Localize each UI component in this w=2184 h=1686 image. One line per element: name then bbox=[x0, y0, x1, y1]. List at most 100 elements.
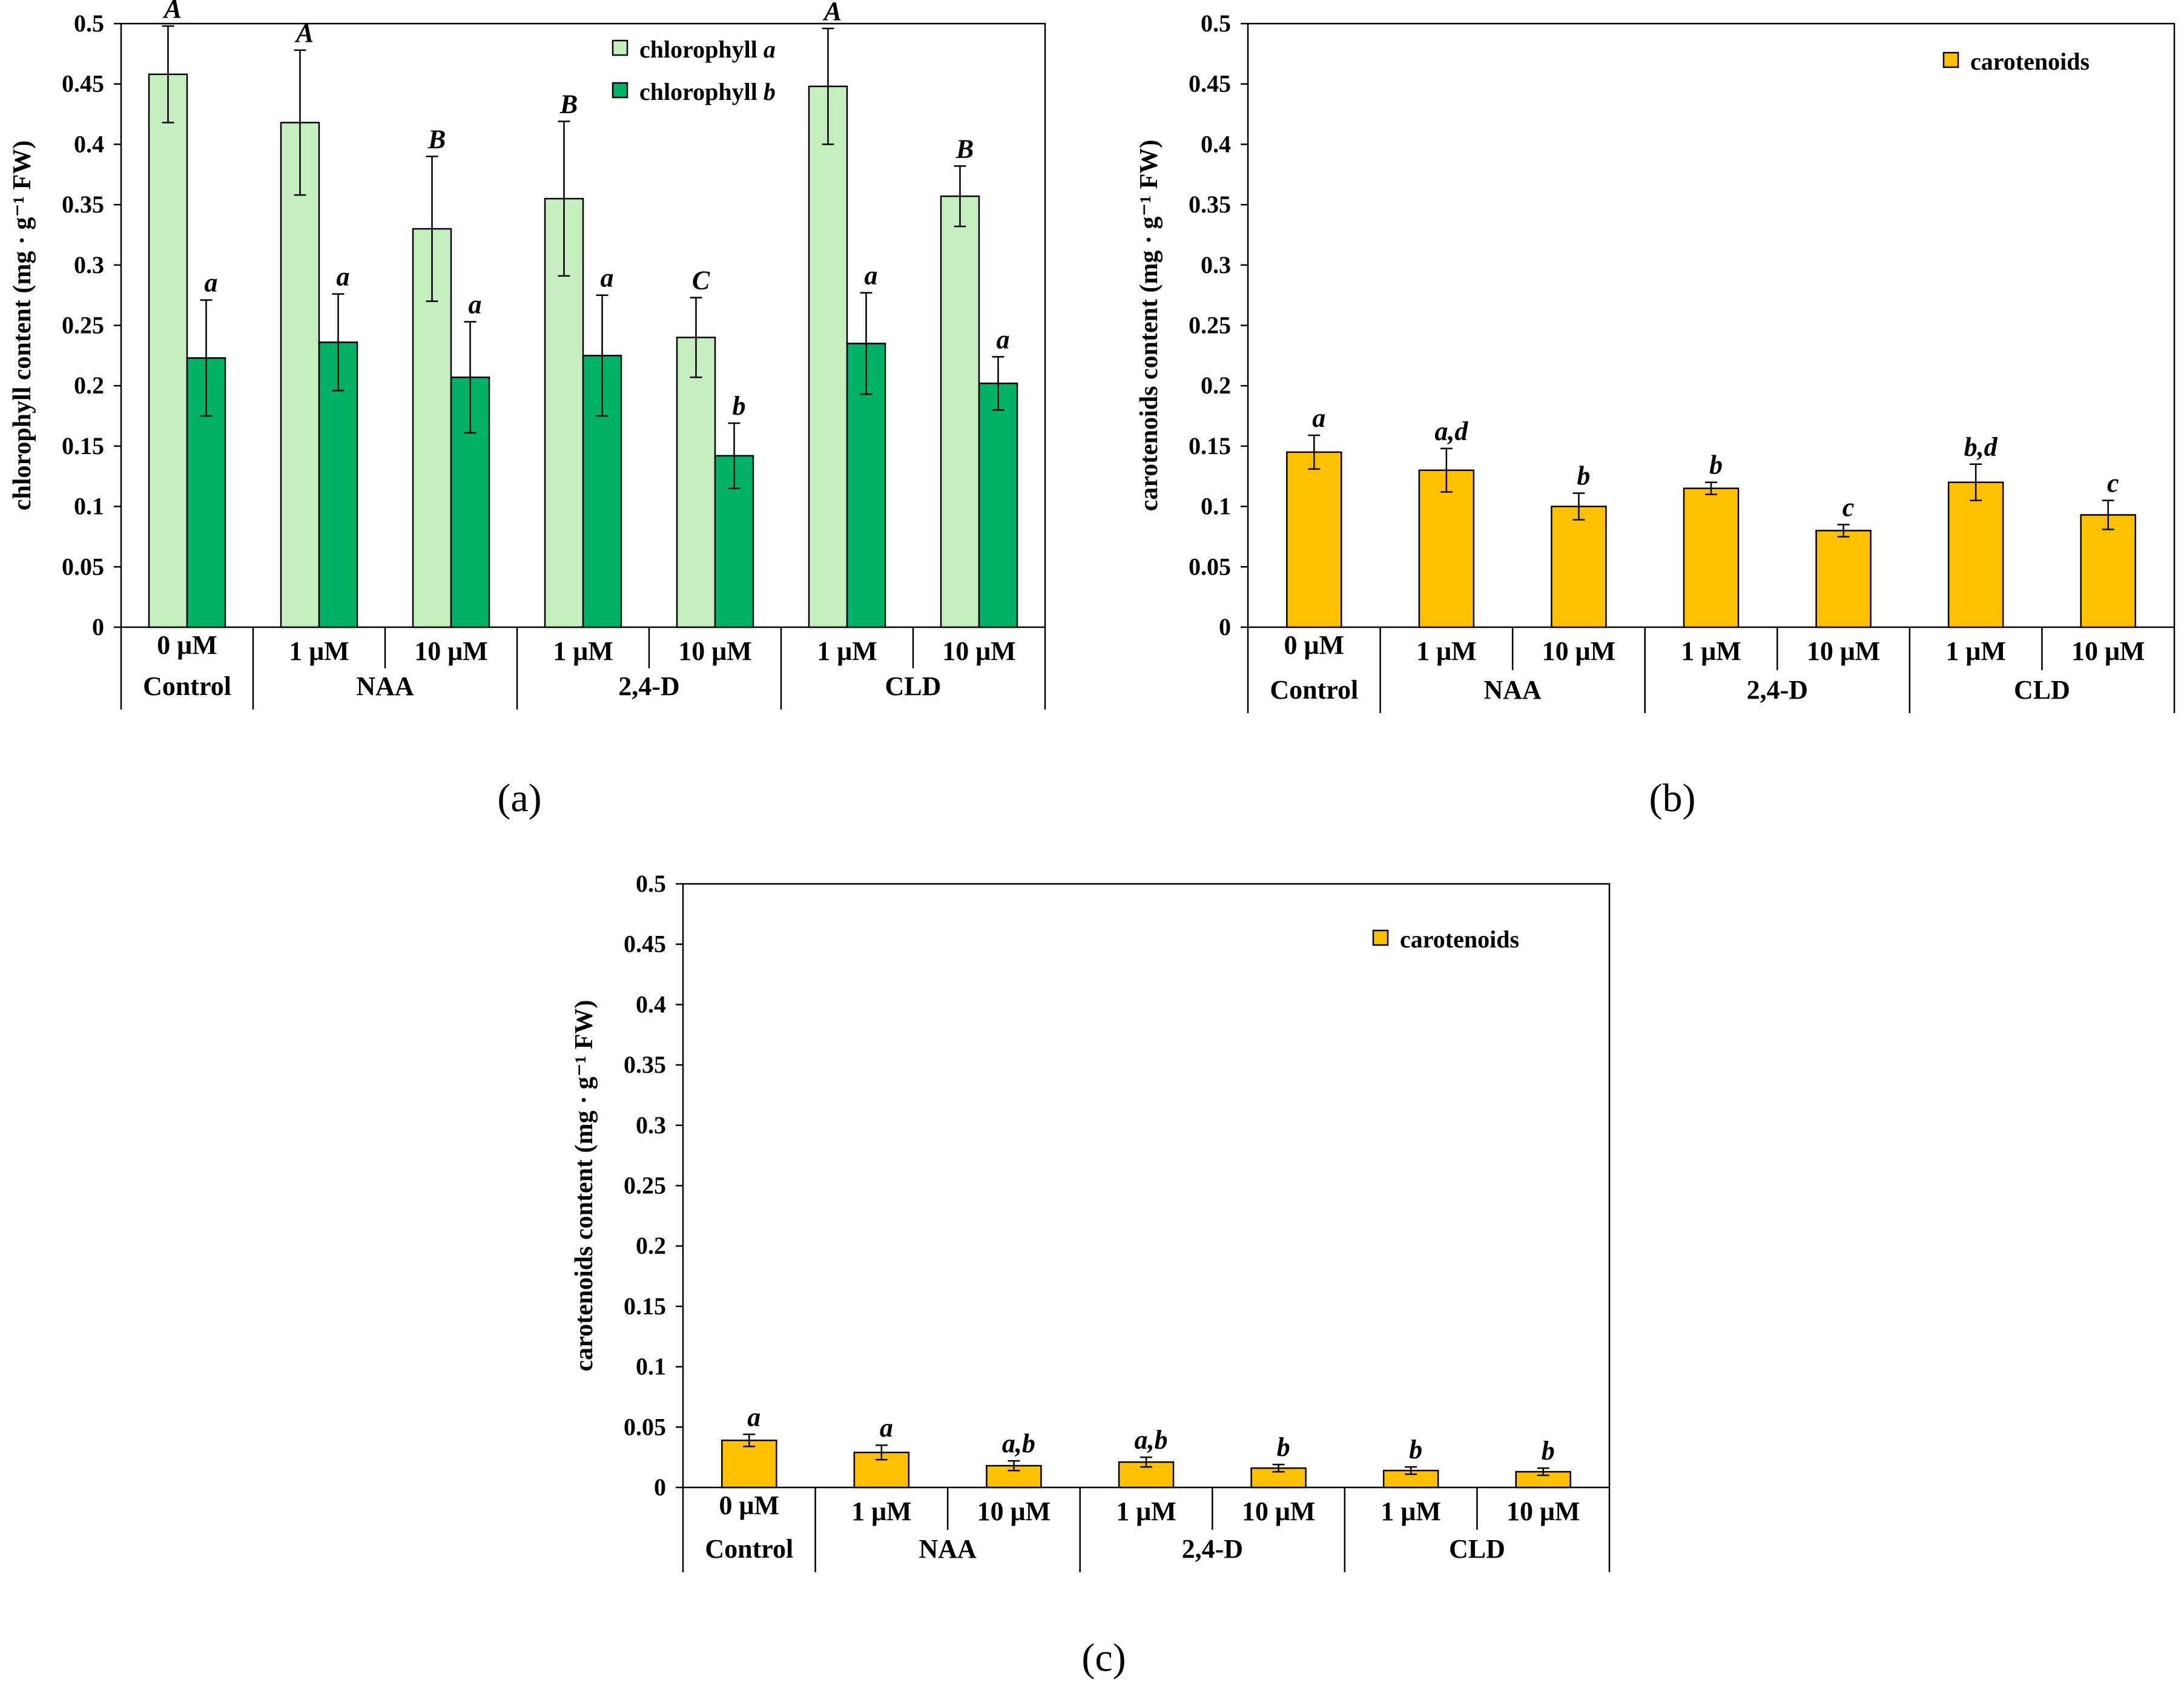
significance-label: b bbox=[1409, 1435, 1422, 1464]
chart-panel-b: 0 0.05 0.1 0.15 0.2 0.25 0.3 0.35 0.4 0.45 0.5 caro… bbox=[1135, 10, 2176, 820]
significance-label: b bbox=[1542, 1436, 1555, 1466]
y-tick-label: 0.2 bbox=[1201, 372, 1231, 399]
category-label: 10 μM bbox=[1807, 636, 1880, 666]
group-label: 2,4-D bbox=[618, 671, 679, 701]
bar-carotenoids-3 bbox=[1683, 487, 1740, 628]
y-tick-label: 0.05 bbox=[62, 553, 104, 580]
y-tick-label: 0.15 bbox=[62, 432, 104, 459]
significance-label: a,b bbox=[1135, 1425, 1168, 1455]
y-tick-label: 0.45 bbox=[62, 70, 104, 97]
bar-chlorophyll-b-6 bbox=[978, 382, 1018, 628]
category-label: 1 μM bbox=[1945, 636, 2005, 666]
significance-label: a bbox=[997, 324, 1010, 354]
significance-label: b bbox=[1277, 1432, 1290, 1462]
significance-label: A bbox=[294, 18, 314, 48]
category-label: 10 μM bbox=[1242, 1497, 1315, 1526]
group-label: CLD bbox=[2014, 675, 2070, 705]
y-tick-label: 0.05 bbox=[624, 1413, 666, 1440]
significance-label: c bbox=[2107, 469, 2119, 498]
significance-label: b bbox=[733, 391, 746, 421]
y-tick-label: 0.35 bbox=[624, 1051, 666, 1078]
legend-swatch bbox=[1372, 929, 1389, 946]
significance-label: a bbox=[1312, 403, 1325, 433]
bar-chlorophyll-a-6 bbox=[940, 195, 980, 628]
bar-carotenoids-4 bbox=[1815, 530, 1872, 628]
ghost-label: 0 μM bbox=[719, 1490, 779, 1520]
significance-label: B bbox=[955, 134, 974, 163]
significance-label: a bbox=[469, 290, 482, 320]
y-tick-label: 0.3 bbox=[74, 251, 104, 278]
group-label: Control bbox=[143, 671, 231, 701]
category-label: 1 μM bbox=[553, 636, 613, 666]
y-tick-label: 0.35 bbox=[62, 191, 104, 218]
significance-label: B bbox=[559, 90, 578, 119]
y-axis-label: carotenoids content (mg · g⁻¹ FW) bbox=[570, 1000, 598, 1372]
significance-label: a bbox=[865, 261, 878, 291]
category-label: 1 μM bbox=[289, 636, 349, 666]
category-label: 1 μM bbox=[1116, 1497, 1176, 1526]
group-label: Control bbox=[1270, 675, 1358, 705]
group-label: NAA bbox=[356, 671, 414, 701]
chart-panel-a: 0 0.05 0.1 0.15 0.2 0.25 0.3 0.35 0.4 0.45 0.5 chlo… bbox=[8, 0, 1046, 820]
category-label: 10 μM bbox=[2071, 636, 2145, 666]
significance-label: a,d bbox=[1434, 417, 1468, 446]
y-tick-label: 0.5 bbox=[74, 10, 104, 37]
y-axis-label: chlorophyll content (mg · g⁻¹ FW) bbox=[8, 140, 36, 510]
significance-label: a bbox=[601, 263, 614, 293]
significance-label: B bbox=[427, 124, 446, 154]
bar-carotenoids-5 bbox=[1947, 481, 2004, 628]
y-tick-label: 0 bbox=[1219, 613, 1231, 640]
y-tick-label: 0.4 bbox=[1201, 130, 1231, 157]
y-tick-label: 0.45 bbox=[624, 930, 666, 958]
category-label: 10 μM bbox=[1542, 636, 1615, 666]
category-label: 10 μM bbox=[977, 1497, 1051, 1526]
y-axis-label: carotenoids content (mg · g⁻¹ FW) bbox=[1135, 140, 1163, 512]
significance-label: a bbox=[337, 262, 350, 292]
category-label: 1 μM bbox=[851, 1497, 911, 1526]
significance-label: C bbox=[692, 266, 710, 295]
legend-swatch bbox=[612, 39, 628, 56]
y-tick-label: 0.1 bbox=[636, 1353, 666, 1380]
bar-chlorophyll-a-1 bbox=[280, 122, 320, 628]
y-tick-label: 0.1 bbox=[1201, 493, 1231, 520]
bar-chlorophyll-b-2 bbox=[450, 376, 490, 628]
panel-label: (a) bbox=[497, 776, 541, 820]
category-label: 1 μM bbox=[1381, 1497, 1440, 1526]
y-tick-label: 0.45 bbox=[1189, 70, 1231, 97]
significance-label: b bbox=[1577, 461, 1590, 491]
category-label: 1 μM bbox=[817, 636, 877, 666]
y-tick-label: 0.5 bbox=[636, 870, 666, 897]
category-label: 10 μM bbox=[942, 636, 1015, 666]
y-tick-label: 0 bbox=[654, 1474, 666, 1501]
ghost-label: 0 μM bbox=[1284, 630, 1344, 660]
bar-carotenoids-0 bbox=[721, 1439, 777, 1489]
legend-label: carotenoids bbox=[1400, 926, 1519, 953]
y-tick-label: 0.25 bbox=[624, 1172, 666, 1199]
y-tick-label: 0 bbox=[92, 613, 104, 640]
y-tick-label: 0.25 bbox=[62, 312, 104, 339]
bar-carotenoids-2 bbox=[1551, 505, 1607, 628]
significance-label: a bbox=[205, 268, 218, 298]
y-tick-label: 0.1 bbox=[74, 493, 104, 520]
plot-frame bbox=[682, 883, 1611, 1489]
group-label: Control bbox=[705, 1534, 793, 1564]
significance-label: a bbox=[880, 1413, 893, 1443]
y-tick-label: 0.35 bbox=[1189, 191, 1231, 218]
y-tick-label: 0.3 bbox=[1201, 251, 1231, 278]
bar-carotenoids-6 bbox=[2080, 514, 2136, 628]
y-tick-label: 0.2 bbox=[636, 1232, 666, 1259]
category-label: 1 μM bbox=[1681, 636, 1741, 666]
legend-swatch bbox=[1942, 51, 1959, 68]
significance-label: a bbox=[747, 1402, 760, 1432]
bar-carotenoids-1 bbox=[1418, 469, 1475, 628]
bar-chlorophyll-a-4 bbox=[676, 337, 716, 628]
group-label: CLD bbox=[885, 671, 942, 701]
y-tick-label: 0.15 bbox=[1189, 432, 1231, 459]
significance-label: a,b bbox=[1002, 1429, 1035, 1458]
legend-label: chlorophyll a bbox=[639, 36, 776, 63]
y-tick-label: 0.15 bbox=[624, 1292, 666, 1320]
category-label: 10 μM bbox=[1506, 1497, 1580, 1526]
ghost-label: 0 μM bbox=[157, 630, 217, 660]
legend-swatch bbox=[612, 82, 628, 99]
category-label: 10 μM bbox=[678, 636, 751, 666]
